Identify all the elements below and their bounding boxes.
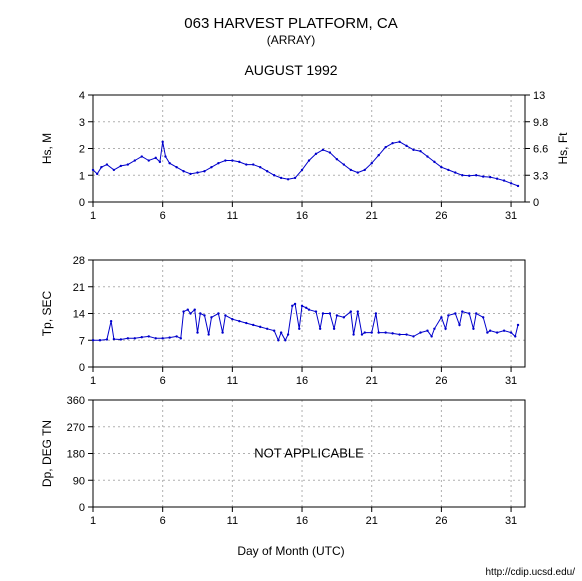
ytick-label: 360 [67,395,85,407]
chart-figure: 063 HARVEST PLATFORM, CA (ARRAY) AUGUST … [0,0,582,581]
xtick-label: 21 [366,515,378,527]
ytick-label: 0 [79,362,85,374]
xtick-label: 31 [505,515,517,527]
ytick-label: 3 [79,117,85,129]
ytick-label: 4 [79,90,85,102]
xtick-label: 31 [505,210,517,222]
ytick-right-label: 0 [533,197,539,209]
xtick-label: 11 [227,210,238,222]
ytick-label: 7 [79,335,85,347]
ytick-label: 14 [73,309,85,321]
xtick-label: 1 [90,210,96,222]
xtick-label: 6 [160,210,166,222]
tp-panel-ylabel: Tp, SEC [40,291,54,337]
ytick-label: 0 [79,197,85,209]
main-title: 063 HARVEST PLATFORM, CA [184,15,397,32]
tp-panel: 07142128161116212631Tp, SEC [40,255,525,387]
xtick-label: 21 [366,210,378,222]
subtitle: (ARRAY) [267,33,315,47]
xtick-label: 26 [435,375,447,387]
ytick-label: 21 [73,282,85,294]
dp-panel-ylabel: Dp, DEG TN [40,420,54,487]
xtick-label: 16 [296,210,308,222]
ytick-label: 1 [79,170,85,182]
xtick-label: 11 [227,515,238,527]
tp-panel-series [93,304,518,340]
ytick-right-label: 3.3 [533,170,548,182]
xtick-label: 31 [505,375,517,387]
ytick-label: 0 [79,502,85,514]
ytick-label: 28 [73,255,85,267]
xtick-label: 26 [435,210,447,222]
xtick-label: 26 [435,515,447,527]
xtick-label: 1 [90,375,96,387]
xtick-label: 6 [160,515,166,527]
xtick-label: 1 [90,515,96,527]
hs-panel-ylabel: Hs, M [40,133,54,164]
ytick-right-label: 13 [533,90,545,102]
xtick-label: 16 [296,375,308,387]
ytick-label: 90 [73,475,85,487]
not-applicable-text: NOT APPLICABLE [254,446,364,461]
ytick-right-label: 6.6 [533,144,548,156]
ytick-label: 180 [67,449,85,461]
xtick-label: 21 [366,375,378,387]
hs-panel: 0123403.36.69.813161116212631Hs, MHs, Ft [40,90,570,222]
ytick-label: 2 [79,144,85,156]
dp-panel: 090180270360161116212631Dp, DEG TNNOT AP… [40,395,525,527]
xtick-label: 6 [160,375,166,387]
xtick-label: 16 [296,515,308,527]
footer-url: http://cdip.ucsd.edu/ [485,567,575,578]
x-axis-label: Day of Month (UTC) [237,544,344,558]
xtick-label: 11 [227,375,238,387]
ytick-right-label: 9.8 [533,117,548,129]
panels-group: 0123403.36.69.813161116212631Hs, MHs, Ft… [40,90,570,527]
hs-panel-ylabel-right: Hs, Ft [556,132,570,165]
month-label: AUGUST 1992 [244,62,337,78]
ytick-label: 270 [67,422,85,434]
